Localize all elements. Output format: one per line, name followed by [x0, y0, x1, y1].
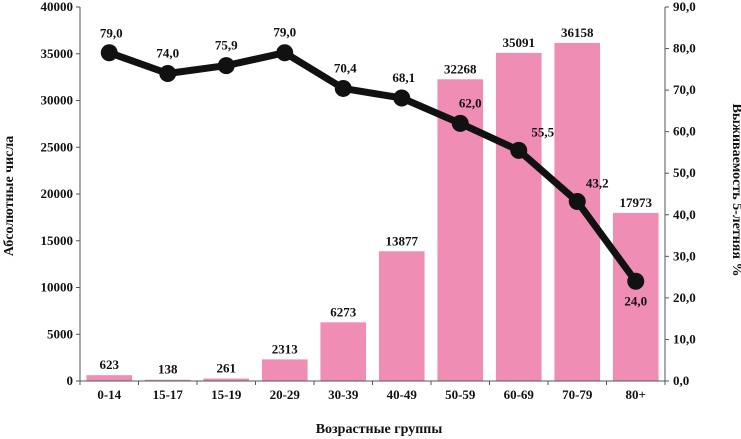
y-left-tick-label: 40000 — [41, 0, 74, 14]
survival-line — [105, 49, 640, 285]
bar — [144, 379, 191, 381]
bar-value-label: 261 — [217, 361, 237, 376]
line-marker — [393, 89, 411, 107]
line-value-label: 70,4 — [334, 60, 357, 75]
line-value-label: 75,9 — [215, 38, 238, 53]
y-axis-right-title: Выживаемость 5-летняя % — [729, 104, 741, 277]
y-left-tick-label: 20000 — [41, 186, 74, 201]
y-left-tick-label: 5000 — [47, 326, 73, 341]
y-right-tick-label: 80,0 — [673, 41, 696, 56]
y-right-tick-label: 50,0 — [673, 165, 696, 180]
bars-group — [86, 42, 659, 382]
y-right-tick-label: 10,0 — [673, 331, 696, 346]
line-marker — [510, 141, 528, 159]
x-tick-label: 15-19 — [211, 387, 242, 402]
line-marker — [159, 64, 177, 82]
line-marker — [451, 114, 469, 132]
bar-value-label: 17973 — [620, 195, 653, 210]
line-value-label: 43,2 — [586, 175, 609, 190]
y-left-tick-label: 30000 — [41, 93, 74, 108]
y-axis-left-title: Абсолютные числа — [2, 136, 17, 256]
x-tick-label: 15-17 — [153, 387, 184, 402]
line-value-label: 68,1 — [392, 70, 415, 85]
bar-value-label: 138 — [158, 362, 178, 377]
bar — [378, 251, 425, 381]
y-left-tick-label: 15000 — [41, 233, 74, 248]
bar-value-label: 35091 — [503, 35, 536, 50]
x-axis-title: Возрастные группы — [316, 422, 443, 437]
x-tick-label: 30-39 — [328, 387, 359, 402]
line-value-label: 79,0 — [273, 25, 296, 40]
y-right-tick-label: 40,0 — [673, 207, 696, 222]
y-left-tick-label: 35000 — [41, 46, 74, 61]
x-tick-label: 40-49 — [387, 387, 418, 402]
bar — [554, 42, 601, 381]
axes-group: 0 5000 10000 15000 20000 25000 30000 35000 40000… — [41, 0, 696, 402]
bar — [203, 378, 250, 381]
bar — [320, 322, 367, 381]
line-value-label: 24,0 — [624, 293, 647, 308]
line-marker — [276, 44, 294, 62]
x-tick-label: 60-69 — [504, 387, 535, 402]
line-marker — [334, 79, 352, 97]
bar — [495, 52, 542, 382]
y-right-tick-label: 30,0 — [673, 248, 696, 263]
line-marker — [627, 272, 645, 290]
bar-value-label: 623 — [100, 357, 120, 372]
line-marker — [568, 192, 586, 210]
bar — [261, 359, 308, 381]
line-marker — [217, 57, 235, 75]
y-left-tick-label: 0 — [67, 373, 74, 388]
line-value-label: 79,0 — [100, 26, 123, 41]
line-group: 79,0 74,0 75,9 79,0 70,4 68,1 62,0 55,5 43,2 24,0 — [100, 25, 647, 309]
line-value-label: 62,0 — [459, 95, 482, 110]
bar-value-label: 36158 — [561, 25, 594, 40]
y-right-tick-label: 90,0 — [673, 0, 696, 14]
line-value-label: 74,0 — [156, 45, 179, 60]
line-value-label: 55,5 — [531, 124, 554, 139]
x-tick-label: 50-59 — [445, 387, 476, 402]
bar — [86, 375, 133, 381]
y-right-tick-label: 60,0 — [673, 124, 696, 139]
y-left-tick-label: 10000 — [41, 280, 74, 295]
x-tick-label: 0-14 — [97, 387, 121, 402]
x-tick-label: 20-29 — [270, 387, 301, 402]
y-right-tick-label: 70,0 — [673, 82, 696, 97]
bar-value-label: 2313 — [272, 341, 299, 356]
bar — [612, 212, 659, 381]
y-right-tick-label: 20,0 — [673, 290, 696, 305]
y-right-tick-label: 0,0 — [673, 373, 689, 388]
line-marker — [100, 44, 118, 62]
bar-value-label: 6273 — [330, 304, 357, 319]
bar-value-label: 13877 — [386, 233, 419, 248]
bar-labels-group: 623 138 261 2313 6273 13877 32268 35091 36158 179… — [100, 25, 653, 377]
x-tick-label: 70-79 — [562, 387, 593, 402]
bar-value-label: 32268 — [444, 61, 477, 76]
y-left-tick-label: 25000 — [41, 139, 74, 154]
x-tick-label: 80+ — [626, 387, 646, 402]
